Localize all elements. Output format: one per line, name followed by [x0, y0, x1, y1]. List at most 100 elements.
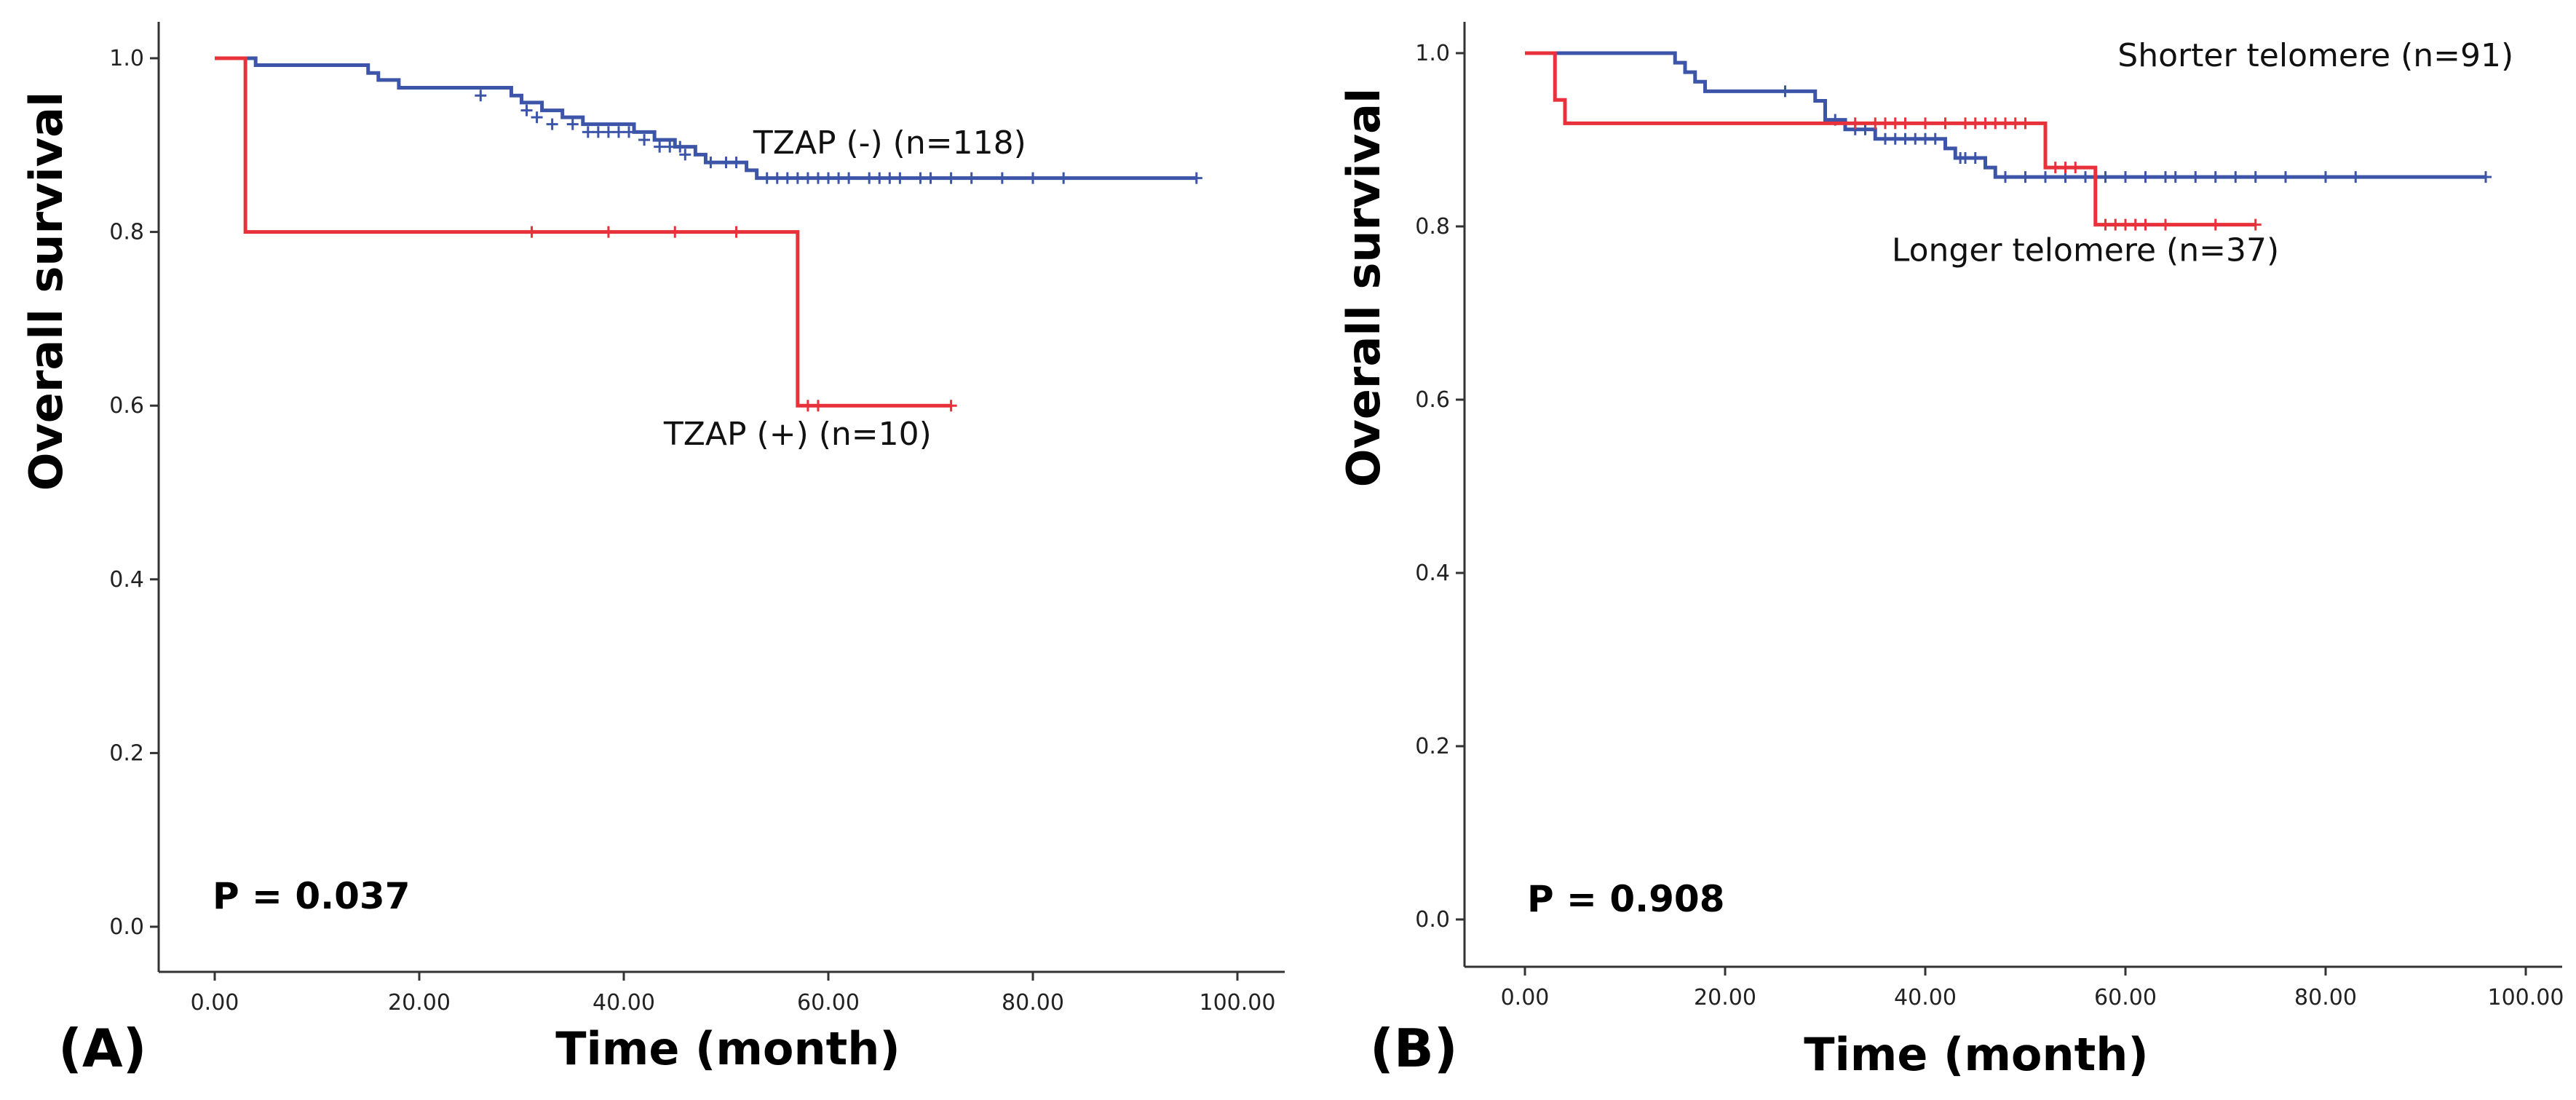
censor-mark — [602, 226, 614, 238]
censor-mark — [996, 172, 1008, 184]
censor-mark — [894, 172, 906, 184]
censor-mark — [2009, 117, 2021, 130]
censor-mark — [2160, 171, 2171, 183]
censor-mark — [566, 118, 579, 130]
censor-mark — [1919, 117, 1931, 130]
x-tick-label: 0.00 — [1501, 985, 1550, 1010]
censor-mark — [602, 126, 614, 138]
censor-mark — [546, 118, 558, 130]
censor-mark — [664, 141, 676, 153]
censor-mark — [2099, 218, 2112, 231]
censor-mark — [2209, 171, 2222, 183]
censor-mark — [771, 172, 783, 184]
p-value: P = 0.908 — [1527, 878, 1725, 920]
censor-mark — [2019, 171, 2032, 183]
censor-mark — [2249, 218, 2262, 231]
survival-curve — [1525, 51, 2256, 227]
censor-mark — [2280, 171, 2291, 183]
x-ticks: 0.00 20.00 40.00 60.00 80.00 100.00 — [191, 972, 1276, 1016]
panel-b: 0.0 0.2 0.4 0.6 0.8 1.0 0.00 20.00 40.00 60.00 80… — [1337, 22, 2564, 1081]
y-ticks: 0.0 0.2 0.4 0.6 0.8 1.0 — [1415, 41, 1465, 933]
x-tick-label: 80.00 — [1002, 990, 1064, 1016]
x-axis-title: Time (month) — [1804, 1028, 2149, 1081]
censor-mark — [2120, 218, 2131, 231]
censor-mark — [623, 126, 635, 138]
censor-mark — [720, 157, 732, 169]
censor-mark — [761, 172, 773, 184]
y-tick-label: 0.2 — [109, 740, 144, 766]
censor-mark — [801, 400, 814, 412]
y-ticks: 0.0 0.2 0.4 0.6 0.8 1.0 — [109, 46, 159, 940]
censor-mark — [2080, 171, 2091, 183]
censor-mark — [791, 172, 804, 184]
y-tick-label: 0.0 — [1415, 907, 1450, 933]
censor-mark — [1879, 117, 1891, 130]
censor-mark — [812, 400, 824, 412]
censor-mark — [873, 172, 886, 184]
survival-curve — [215, 56, 1197, 181]
series-layer: TZAP (-) (n=118) TZAP (+) (n=10) — [215, 56, 1202, 453]
censor-mark — [2249, 171, 2262, 183]
censor-mark — [526, 226, 538, 238]
censor-mark — [2099, 171, 2112, 183]
y-tick-label: 0.4 — [109, 567, 144, 593]
censor-mark — [531, 111, 543, 124]
censor-mark — [965, 172, 978, 184]
censor-mark — [863, 172, 876, 184]
y-axis-title: Overall survival — [20, 92, 73, 491]
censor-mark — [801, 172, 814, 184]
censor-mark — [1929, 132, 1941, 145]
x-tick-label: 100.00 — [1200, 990, 1276, 1016]
censor-mark — [1027, 172, 1039, 184]
series-label: Shorter telomere (n=91) — [2117, 37, 2513, 74]
censor-mark — [2049, 162, 2061, 174]
censor-mark — [914, 172, 927, 184]
y-tick-label: 0.2 — [1415, 734, 1450, 759]
censor-mark — [833, 172, 845, 184]
y-axis-title: Overall survival — [1337, 88, 1390, 487]
x-tick-label: 100.00 — [2488, 985, 2564, 1010]
censor-mark — [730, 226, 742, 238]
censor-mark — [1869, 117, 1882, 130]
censor-mark — [1939, 117, 1951, 130]
censor-mark — [945, 172, 957, 184]
censor-mark — [2189, 171, 2202, 183]
y-tick-label: 0.6 — [109, 393, 144, 419]
censor-mark — [843, 172, 855, 184]
censor-mark — [1779, 85, 1791, 98]
x-tick-label: 60.00 — [797, 990, 860, 1016]
censor-mark — [1909, 132, 1922, 145]
survival-curve — [215, 56, 951, 408]
censor-mark — [2000, 171, 2011, 183]
censor-mark — [812, 172, 824, 184]
censor-mark — [1879, 132, 1891, 145]
y-tick-label: 1.0 — [109, 46, 144, 71]
censor-mark — [2480, 171, 2492, 183]
x-axis-title: Time (month) — [555, 1022, 900, 1075]
censor-mark — [2139, 218, 2152, 231]
censor-mark — [1969, 151, 1981, 164]
censor-mark — [1849, 117, 1861, 130]
y-tick-label: 0.6 — [1415, 387, 1450, 413]
censor-mark — [1969, 117, 1981, 130]
censor-mark — [2019, 117, 2032, 130]
censor-mark — [520, 104, 533, 116]
censor-mark — [1959, 117, 1971, 130]
censor-mark — [823, 172, 834, 184]
x-tick-label: 40.00 — [593, 990, 655, 1016]
y-tick-label: 0.4 — [1415, 561, 1450, 586]
series-label: TZAP (+) (n=10) — [663, 416, 932, 453]
censor-mark — [2230, 171, 2242, 183]
censor-mark — [1989, 117, 2002, 130]
censor-mark — [2069, 162, 2082, 174]
censor-mark — [730, 157, 742, 169]
x-tick-label: 20.00 — [1694, 985, 1756, 1010]
censor-mark — [1899, 117, 1911, 130]
censor-mark — [1889, 117, 1901, 130]
censor-mark — [1899, 132, 1911, 145]
censor-mark — [1979, 117, 1992, 130]
censor-mark — [669, 226, 681, 238]
y-tick-label: 0.8 — [1415, 214, 1450, 240]
y-tick-label: 0.0 — [109, 914, 144, 940]
panel-label: (B) — [1370, 1018, 1458, 1079]
